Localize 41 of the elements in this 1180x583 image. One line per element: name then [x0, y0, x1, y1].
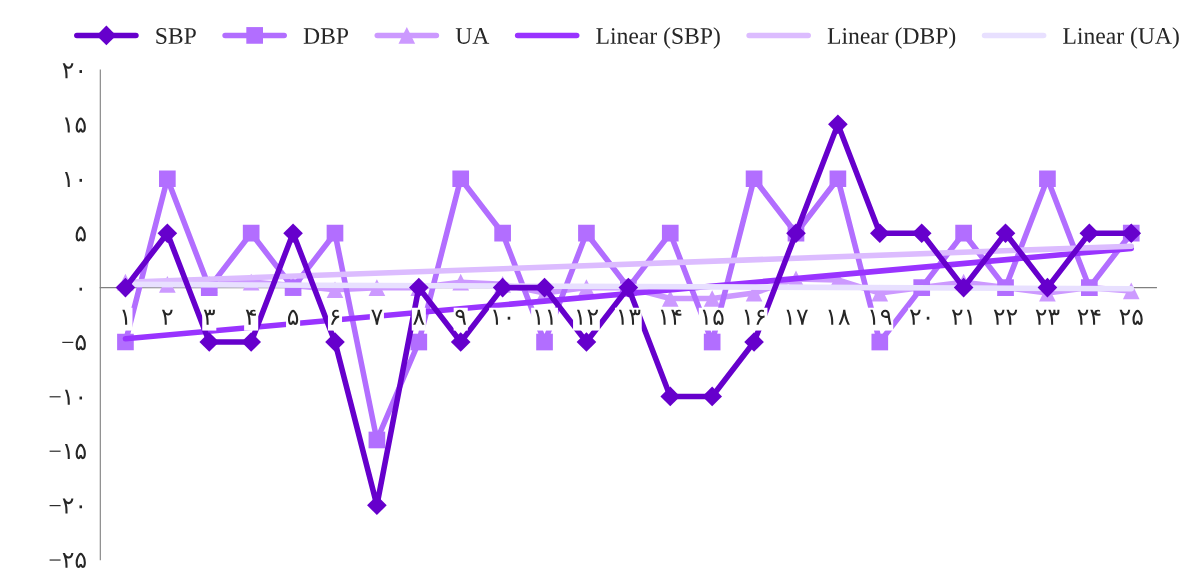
x-tick-label: ۴	[245, 309, 256, 325]
y-tick-label: −۲۵	[49, 552, 86, 568]
x-tick-label: ۲۴	[1077, 309, 1101, 325]
x-tick-label: ۱۹	[870, 309, 892, 325]
y-tick-label: ۵	[75, 226, 86, 242]
y-tick-label: ۰	[79, 287, 83, 291]
x-tick-label: ۲۲	[993, 309, 1018, 325]
x-tick-label: ۲۵	[1119, 309, 1143, 325]
legend-label: Linear (SBP)	[596, 27, 720, 49]
y-tick-label: ۲۰	[62, 63, 83, 79]
x-tick-label: ۱۲	[576, 309, 599, 325]
x-tick-label: ۹	[455, 309, 467, 325]
x-tick-label: ۲۱	[951, 309, 972, 325]
x-tick-label: ۸	[413, 309, 425, 325]
x-tick-label: ۱۷	[786, 309, 808, 325]
y-tick-label: −۲۰	[49, 498, 83, 514]
x-tick-label: ۳	[203, 309, 215, 325]
x-tick-label: ۷	[371, 309, 383, 325]
legend-label: DBP	[303, 28, 349, 44]
x-tick-label: ۱۱	[535, 309, 553, 325]
y-tick-label: ۱۰	[64, 171, 83, 187]
x-tick-label: ۲	[161, 309, 173, 325]
x-tick-label: ۱۳	[618, 309, 641, 325]
x-tick-label: ۱۴	[660, 309, 682, 325]
y-tick-label: −۵	[62, 335, 86, 351]
y-tick-label: ۱۵	[64, 117, 86, 133]
legend-label: Linear (UA)	[1063, 27, 1179, 49]
x-tick-label: ۶	[331, 309, 340, 325]
legend-label: UA	[455, 28, 490, 44]
x-tick-label: ۲۳	[1035, 309, 1060, 325]
legend-label: SBP	[156, 28, 196, 44]
x-tick-label: ۱	[122, 309, 128, 325]
y-tick-label: −۱۵	[49, 443, 86, 460]
x-tick-label: ۱۸	[828, 309, 850, 325]
y-tick-label: −۱۰	[49, 389, 83, 405]
x-tick-label: ۲۰	[909, 309, 930, 325]
x-tick-label: ۱۶	[744, 309, 765, 325]
x-tick-label: ۵	[287, 309, 299, 325]
x-tick-label: ۱۰	[493, 309, 511, 325]
x-tick-label: ۱۵	[702, 309, 724, 325]
legend-label: Linear (DBP)	[827, 27, 956, 49]
